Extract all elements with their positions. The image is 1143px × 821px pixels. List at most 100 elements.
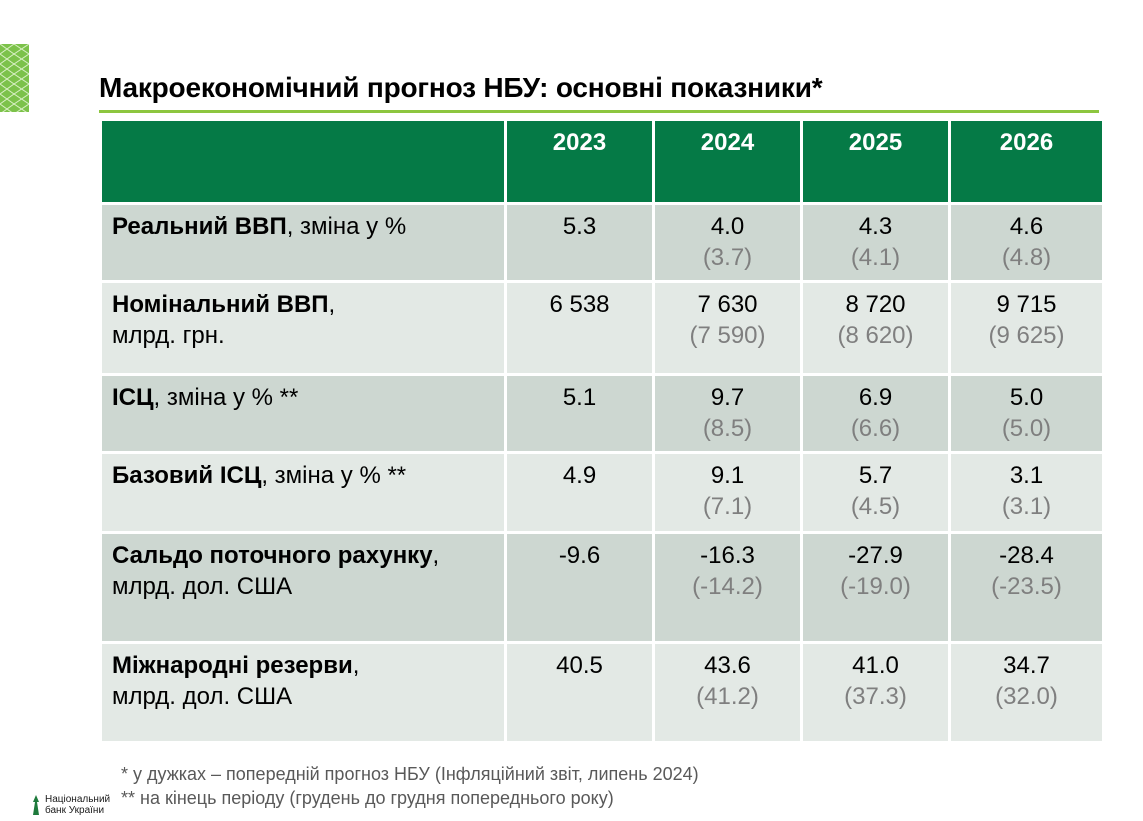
current-forecast-value: 5.3 [562,213,597,240]
previous-forecast-value: (7 590) [689,322,766,349]
current-forecast-value: 41.0 [852,652,899,679]
current-forecast-value: -28.4 [999,542,1054,569]
row-label: Сальдо поточного рахунку, млрд. дол. США [99,531,507,644]
row-label-unit: млрд. дол. США [112,683,293,710]
page-title: Макроекономічний прогноз НБУ: основні по… [99,72,823,103]
current-forecast-value: 4.9 [562,462,597,489]
table-row: Реальний ВВП, зміна у % 5.3 4.0 (3.7) 4.3 (4.… [99,202,1105,283]
value-cell: 8 720 (8 620) [800,280,951,376]
table-row: Сальдо поточного рахунку, млрд. дол. США -… [99,531,1105,644]
current-forecast-value: -9.6 [558,542,601,569]
table-row: ІСЦ, зміна у % ** 5.1 9.7 (8.5) 6.9 (6.6) 5.0 (… [99,373,1105,454]
current-forecast-value: 7 630 [697,291,758,318]
value-cell: 9.1 (7.1) [652,451,803,534]
row-label: ІСЦ, зміна у % ** [99,373,507,454]
previous-forecast-value: (8 620) [837,322,914,349]
row-label-unit: млрд. дол. США [112,573,293,600]
nbu-logo-text: Національний банк України [45,794,110,816]
current-forecast-value: 4.3 [858,213,893,240]
current-forecast-value: 4.0 [710,213,745,240]
current-forecast-value: 6.9 [858,384,893,411]
header-year-2026: 2026 [948,118,1105,205]
previous-forecast-value: (3.1) [1001,493,1052,520]
value-cell: -28.4 (-23.5) [948,531,1105,644]
value-cell: -27.9 (-19.0) [800,531,951,644]
logo-line-2: банк України [45,805,105,816]
current-forecast-value: -27.9 [848,542,903,569]
row-label-bold: Номінальний ВВП [112,291,329,318]
previous-forecast-value: (7.1) [702,493,753,520]
previous-forecast-value: (8.5) [702,415,753,442]
row-label: Базовий ІСЦ, зміна у % ** [99,451,507,534]
previous-forecast-value: (41.2) [696,683,759,710]
row-label-bold: Сальдо поточного рахунку [112,542,433,569]
header-year-2023: 2023 [504,118,655,205]
value-cell: 5.0 (5.0) [948,373,1105,454]
previous-forecast-value: (3.7) [702,244,753,271]
row-label-bold: ІСЦ [112,384,154,411]
value-cell: 5.1 [504,373,655,454]
nbu-logo: Національний банк України [30,792,120,818]
value-cell: 3.1 (3.1) [948,451,1105,534]
current-forecast-value: 5.1 [562,384,597,411]
previous-forecast-value: (32.0) [995,683,1058,710]
value-cell: 4.9 [504,451,655,534]
current-forecast-value: 34.7 [1003,652,1050,679]
row-label-bold: Базовий ІСЦ [112,462,262,489]
value-cell: 6.9 (6.6) [800,373,951,454]
previous-forecast-value: (4.5) [850,493,901,520]
row-label-rest: , [352,652,360,679]
previous-forecast-value: (6.6) [850,415,901,442]
corner-pattern-decoration [0,44,29,112]
value-cell: -9.6 [504,531,655,644]
previous-forecast-value: (37.3) [844,683,907,710]
value-cell: 7 630 (7 590) [652,280,803,376]
value-cell: 34.7 (32.0) [948,641,1105,744]
footnote-2: ** на кінець періоду (грудень до грудня … [121,788,614,808]
current-forecast-value: 40.5 [556,652,603,679]
nbu-logo-icon [30,794,42,816]
current-forecast-value: 5.0 [1009,384,1044,411]
row-label-rest: , [328,291,336,318]
header-year-2024: 2024 [652,118,803,205]
footnote-1: * у дужках – попередній прогноз НБУ (Інф… [121,764,699,784]
header-year-2025: 2025 [800,118,951,205]
row-label-rest: , [432,542,440,569]
row-label: Номінальний ВВП, млрд. грн. [99,280,507,376]
previous-forecast-value: (-14.2) [692,573,763,600]
value-cell: 9 715 (9 625) [948,280,1105,376]
value-cell: 40.5 [504,641,655,744]
value-cell: 41.0 (37.3) [800,641,951,744]
row-label-bold: Реальний ВВП [112,213,287,240]
row-label-rest: , зміна у % ** [261,462,407,489]
current-forecast-value: 3.1 [1009,462,1044,489]
previous-forecast-value: (4.1) [850,244,901,271]
value-cell: 6 538 [504,280,655,376]
row-label-bold: Міжнародні резерви [112,652,353,679]
value-cell: 4.0 (3.7) [652,202,803,283]
value-cell: 4.6 (4.8) [948,202,1105,283]
current-forecast-value: 4.6 [1009,213,1044,240]
value-cell: 5.3 [504,202,655,283]
value-cell: -16.3 (-14.2) [652,531,803,644]
previous-forecast-value: (5.0) [1001,415,1052,442]
previous-forecast-value: (-19.0) [840,573,911,600]
header-empty-cell [99,118,507,205]
footnotes: * у дужках – попередній прогноз НБУ (Інф… [121,762,699,810]
previous-forecast-value: (-23.5) [991,573,1062,600]
row-label-rest: , зміна у % ** [153,384,299,411]
current-forecast-value: 6 538 [549,291,610,318]
row-label-unit: млрд. грн. [112,322,225,349]
row-label: Міжнародні резерви, млрд. дол. США [99,641,507,744]
table-row: Міжнародні резерви, млрд. дол. США 40.5 43.… [99,641,1105,744]
previous-forecast-value: (4.8) [1001,244,1052,271]
value-cell: 5.7 (4.5) [800,451,951,534]
current-forecast-value: 9 715 [996,291,1057,318]
value-cell: 4.3 (4.1) [800,202,951,283]
row-label: Реальний ВВП, зміна у % [99,202,507,283]
current-forecast-value: 43.6 [704,652,751,679]
previous-forecast-value: (9 625) [988,322,1065,349]
table-row: Номінальний ВВП, млрд. грн. 6 538 7 630 (7 5… [99,280,1105,376]
current-forecast-value: 8 720 [845,291,906,318]
title-underline [99,110,1099,113]
